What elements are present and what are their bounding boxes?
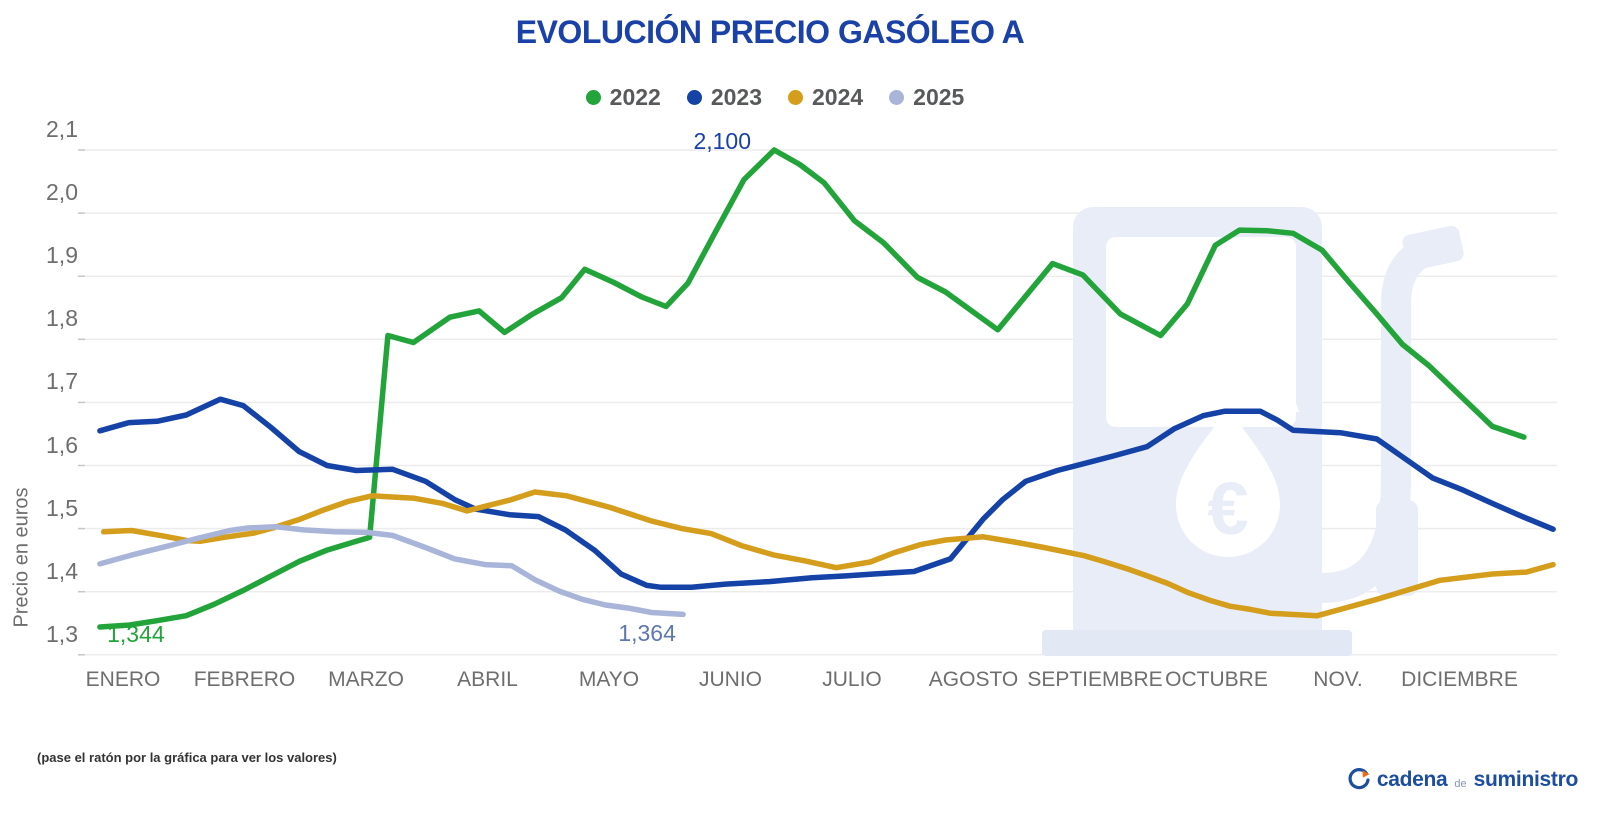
x-axis-label-mayo: MAYO bbox=[578, 668, 640, 691]
series-line-2025[interactable] bbox=[97, 523, 686, 618]
x-axis-label-agosto: AGOSTO bbox=[928, 668, 1019, 691]
svg-text:A: A bbox=[1224, 314, 1302, 435]
legend-label: 2025 bbox=[913, 84, 965, 110]
x-axis-label-enero: ENERO bbox=[85, 668, 161, 691]
x-axis-label-septiembre: SEPTIEMBRE bbox=[1027, 668, 1163, 691]
x-axis-label-octubre: OCTUBRE bbox=[1165, 668, 1268, 691]
legend-swatch-2024 bbox=[788, 90, 803, 105]
y-axis-tick-label: 1,7 bbox=[46, 368, 78, 395]
x-axis-label-nov: NOV. bbox=[1313, 668, 1363, 691]
legend-swatch-2022 bbox=[585, 90, 601, 105]
legend-swatch-2025 bbox=[889, 90, 905, 105]
data-label-2022: 2,100 bbox=[693, 128, 752, 154]
legend-item-2022[interactable]: 2022 bbox=[585, 84, 661, 111]
brand-logo-text-suministro: suministro bbox=[1473, 768, 1579, 791]
series-line-2022[interactable] bbox=[97, 147, 1527, 630]
y-axis-tick-label: 1,3 bbox=[46, 620, 78, 647]
brand-logo-text-cadena: cadena bbox=[1376, 768, 1448, 791]
y-axis-tick-label: 2,0 bbox=[46, 179, 78, 206]
series-line-2024[interactable] bbox=[100, 489, 1556, 619]
x-axis-label-febrero: FEBRERO bbox=[193, 668, 296, 691]
y-axis-tick-label: 2,1 bbox=[46, 116, 78, 142]
x-axis-label-julio: JULIO bbox=[822, 668, 882, 691]
legend: 2022 2023 2024 2025 bbox=[0, 84, 1550, 111]
y-axis-tick-label: 1,5 bbox=[46, 494, 78, 521]
data-label-2022: 1,344 bbox=[107, 621, 165, 648]
x-axis-label-junio: JUNIO bbox=[699, 668, 762, 691]
data-label-2025: 1,364 bbox=[618, 620, 676, 647]
legend-item-2025[interactable]: 2025 bbox=[889, 84, 964, 111]
svg-text:€: € bbox=[1207, 467, 1248, 550]
x-axis-label-diciembre: DICIEMBRE bbox=[1401, 668, 1518, 691]
y-axis-tick-label: 1,9 bbox=[46, 242, 78, 269]
fuel-pump-watermark: A € bbox=[1042, 207, 1464, 656]
legend-swatch-2023 bbox=[686, 90, 702, 105]
legend-label: 2022 bbox=[609, 84, 661, 110]
legend-item-2023[interactable]: 2023 bbox=[686, 84, 762, 111]
y-axis-tick-label: 1,6 bbox=[46, 431, 78, 458]
chart-title: EVOLUCIÓN PRECIO GASÓLEO A bbox=[515, 14, 1025, 50]
legend-label: 2023 bbox=[710, 84, 762, 110]
brand-logo-icon bbox=[1348, 768, 1370, 790]
x-axis-label-abril: ABRIL bbox=[457, 668, 518, 691]
series-line-2023[interactable] bbox=[97, 396, 1556, 591]
brand-logo-text-de: de bbox=[1454, 778, 1467, 790]
y-axis-tick-label: 1,4 bbox=[46, 557, 78, 584]
y-axis-title: Precio en euros bbox=[10, 487, 33, 628]
y-axis-tick-label: 1,8 bbox=[46, 305, 78, 332]
x-axis-label-marzo: MARZO bbox=[328, 668, 404, 691]
legend-label: 2024 bbox=[812, 84, 864, 110]
brand-logo[interactable]: cadena de suministro bbox=[1347, 768, 1578, 792]
hover-hint-note: (pase el ratón por la gráfica para ver l… bbox=[37, 750, 337, 765]
legend-item-2024[interactable]: 2024 bbox=[788, 84, 863, 111]
